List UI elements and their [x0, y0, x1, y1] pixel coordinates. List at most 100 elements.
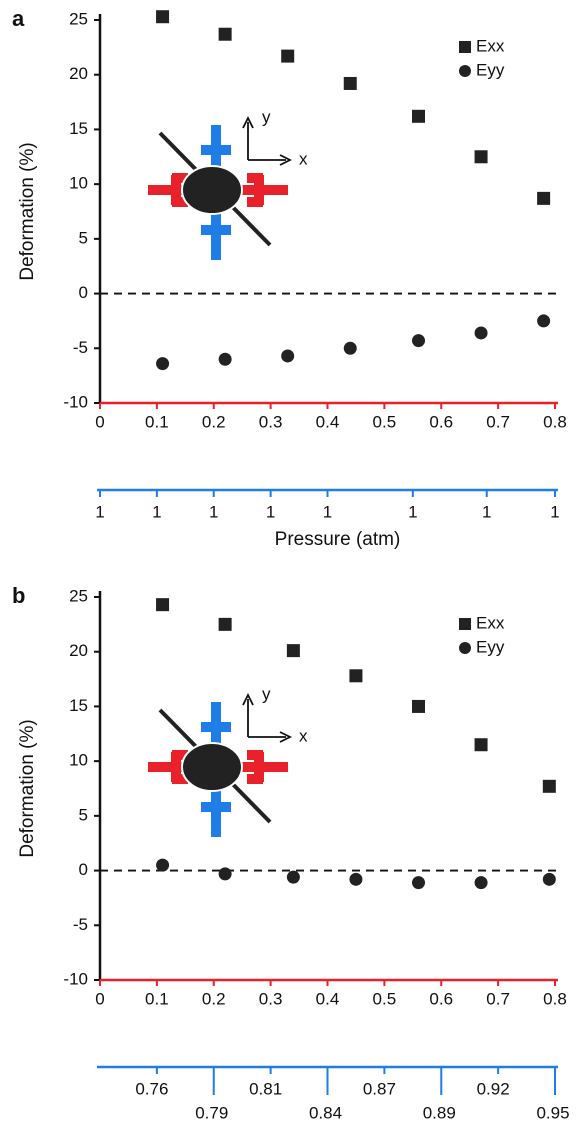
- point: [281, 349, 295, 363]
- x2-tick-label: 1: [323, 502, 332, 521]
- point: [474, 150, 488, 164]
- point: [412, 334, 425, 348]
- point: [218, 617, 232, 631]
- y-tick-label: 5: [79, 805, 88, 824]
- legend-label: Eyy: [476, 60, 505, 79]
- x2-tick-label: 0.95: [536, 1103, 569, 1122]
- inset-label: y: [262, 107, 271, 126]
- x-tick-label: 0.8: [543, 412, 567, 431]
- y-tick-label: -5: [73, 915, 88, 934]
- x-tick-label: 0.7: [486, 412, 510, 431]
- point: [412, 699, 425, 713]
- y-tick-label: -10: [63, 392, 88, 411]
- x-tick-label: 0.1: [145, 412, 169, 431]
- point: [474, 876, 488, 890]
- x2-tick-label: 0.87: [363, 1079, 396, 1098]
- y-tick-label: 20: [69, 64, 88, 83]
- inset-label: x: [299, 726, 308, 745]
- panel: b Deformation (%) -10 -5 0 5 10 15 20 25 0 0.1 0.2 0.…: [12, 583, 570, 1133]
- point: [412, 109, 425, 123]
- point: [281, 49, 295, 63]
- point: [156, 858, 170, 872]
- x2-tick-label: 1: [408, 502, 417, 521]
- x2-tick-label: 1: [266, 502, 275, 521]
- x2-tick-label: 1: [482, 502, 491, 521]
- y-tick-label: 15: [69, 696, 88, 715]
- inset-label: x: [299, 149, 308, 168]
- inset: yx: [148, 107, 308, 260]
- point: [542, 779, 556, 793]
- legend-label: Exx: [476, 36, 505, 55]
- x-axis-title: Pressure (atm): [275, 529, 401, 550]
- legend-marker: [459, 642, 471, 654]
- point: [218, 352, 232, 366]
- x-tick-label: 0.7: [486, 989, 510, 1008]
- x-axis-title: Pressure (atm): [275, 1131, 401, 1133]
- legend-marker: [459, 41, 471, 53]
- x2-tick-label: 0.84: [309, 1103, 342, 1122]
- x2-tick-label: 1: [95, 502, 104, 521]
- x-tick-label: 0.1: [145, 989, 169, 1008]
- x2-tick-label: 0.92: [477, 1079, 510, 1098]
- point: [474, 326, 488, 340]
- legend-marker: [459, 65, 471, 77]
- point: [286, 870, 300, 884]
- inset: yx: [148, 684, 308, 837]
- inset-axes: [242, 692, 293, 743]
- y-tick-label: 15: [69, 119, 88, 138]
- x-tick-label: 0.4: [316, 412, 340, 431]
- x2-tick-label: 1: [550, 502, 559, 521]
- point: [412, 876, 425, 890]
- legend-marker: [459, 618, 471, 630]
- point: [349, 669, 363, 683]
- point: [286, 644, 300, 658]
- point: [537, 191, 551, 205]
- y-tick-label: 10: [69, 174, 88, 193]
- x-tick-label: 0.5: [373, 989, 397, 1008]
- x-tick-label: 0: [95, 989, 104, 1008]
- x-tick-label: 0.8: [543, 989, 567, 1008]
- x-tick-label: 0.3: [259, 412, 283, 431]
- y-tick-label: 25: [69, 9, 88, 28]
- x-tick-label: 0.2: [202, 412, 226, 431]
- x-tick-label: 0.2: [202, 989, 226, 1008]
- panel: a Deformation (%) -10 -5 0 5 10 15 20 25 0 0.1 0.2 0.…: [12, 6, 567, 550]
- legend-label: Eyy: [476, 637, 505, 656]
- y-tick-label: 0: [79, 860, 88, 879]
- y-tick-label: 10: [69, 751, 88, 770]
- inset-axes: [242, 115, 293, 166]
- x-tick-label: 0.4: [316, 989, 340, 1008]
- inset-label: y: [262, 684, 271, 703]
- x2-tick-label: 0.79: [195, 1103, 228, 1122]
- point: [542, 872, 556, 886]
- inset-cell: [181, 742, 243, 792]
- y-axis-title: Deformation (%): [17, 142, 38, 280]
- x2-tick-label: 0.89: [423, 1103, 456, 1122]
- point: [156, 598, 170, 612]
- panel-label: a: [12, 6, 25, 31]
- x-tick-label: 0.3: [259, 989, 283, 1008]
- point: [218, 867, 232, 881]
- point: [537, 314, 551, 328]
- y-tick-label: 20: [69, 641, 88, 660]
- x2-tick-label: 1: [152, 502, 161, 521]
- x-tick-label: 0.6: [429, 412, 453, 431]
- x2-tick-label: 0.76: [135, 1079, 168, 1098]
- point: [474, 738, 488, 752]
- x-tick-label: 0.5: [373, 412, 397, 431]
- y-tick-label: 5: [79, 228, 88, 247]
- point: [156, 10, 170, 24]
- point: [349, 872, 363, 886]
- legend-label: Exx: [476, 613, 505, 632]
- y-tick-label: 0: [79, 283, 88, 302]
- y-axis-title: Deformation (%): [17, 719, 38, 857]
- point: [156, 357, 170, 371]
- point: [343, 341, 357, 355]
- x-tick-label: 0.6: [429, 989, 453, 1008]
- x2-tick-label: 1: [209, 502, 218, 521]
- y-tick-label: 25: [69, 586, 88, 605]
- inset-cell: [181, 165, 243, 215]
- point: [218, 27, 232, 41]
- y-tick-label: -5: [73, 338, 88, 357]
